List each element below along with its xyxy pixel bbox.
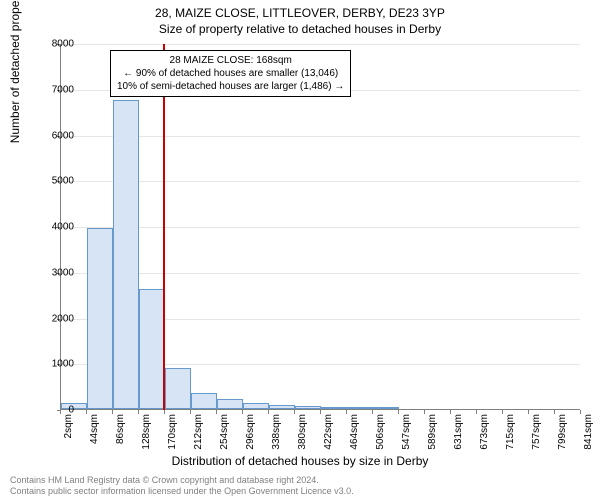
x-tick-label: 715sqm	[505, 414, 516, 454]
y-tick-label: 6000	[34, 130, 74, 141]
x-tick-label: 44sqm	[89, 414, 100, 454]
footer-line: Contains HM Land Registry data © Crown c…	[10, 475, 354, 486]
y-tick-label: 8000	[34, 39, 74, 50]
x-tick-label: 380sqm	[297, 414, 308, 454]
x-tick-label: 86sqm	[115, 414, 126, 454]
x-tick-label: 212sqm	[193, 414, 204, 454]
footer-attribution: Contains HM Land Registry data © Crown c…	[10, 475, 354, 497]
histogram-bar	[113, 100, 139, 409]
histogram-bar	[191, 393, 217, 409]
chart-title-sub: Size of property relative to detached ho…	[0, 20, 600, 36]
histogram-bar	[373, 407, 399, 409]
y-tick-label: 5000	[34, 176, 74, 187]
x-tick-label: 757sqm	[531, 414, 542, 454]
annotation-line: ← 90% of detached houses are smaller (13…	[117, 67, 344, 80]
x-tick-label: 128sqm	[141, 414, 152, 454]
x-tick-label: 547sqm	[401, 414, 412, 454]
y-tick-label: 2000	[34, 313, 74, 324]
y-tick-label: 3000	[34, 267, 74, 278]
histogram-bar	[347, 407, 373, 409]
histogram-bar	[87, 228, 113, 409]
histogram-bar	[321, 407, 347, 409]
x-tick-label: 170sqm	[167, 414, 178, 454]
y-axis-label: Number of detached properties	[8, 0, 22, 143]
x-tick-label: 589sqm	[427, 414, 438, 454]
x-tick-label: 296sqm	[245, 414, 256, 454]
histogram-bar	[139, 289, 165, 409]
x-tick-label: 506sqm	[375, 414, 386, 454]
histogram-bar	[295, 406, 321, 409]
annotation-line: 10% of semi-detached houses are larger (…	[117, 80, 344, 93]
x-tick-label: 254sqm	[219, 414, 230, 454]
x-axis-label: Distribution of detached houses by size …	[0, 454, 600, 468]
annotation-box: 28 MAIZE CLOSE: 168sqm ← 90% of detached…	[110, 50, 351, 97]
x-tick-label: 422sqm	[323, 414, 334, 454]
x-tick-label: 799sqm	[557, 414, 568, 454]
x-tick-label: 841sqm	[583, 414, 594, 454]
histogram-bar	[269, 405, 295, 409]
footer-line: Contains public sector information licen…	[10, 486, 354, 497]
y-tick-label: 4000	[34, 222, 74, 233]
annotation-line: 28 MAIZE CLOSE: 168sqm	[117, 54, 344, 67]
grid-line	[61, 44, 580, 45]
x-tick-label: 2sqm	[63, 414, 74, 454]
x-tick-label: 631sqm	[453, 414, 464, 454]
histogram-bar	[243, 403, 269, 409]
x-tick-label: 464sqm	[349, 414, 360, 454]
histogram-bar	[165, 368, 191, 409]
chart-title-main: 28, MAIZE CLOSE, LITTLEOVER, DERBY, DE23…	[0, 0, 600, 20]
reference-line	[163, 44, 165, 410]
y-tick-label: 1000	[34, 359, 74, 370]
x-tick-label: 338sqm	[271, 414, 282, 454]
histogram-bar	[217, 399, 243, 409]
y-tick-label: 7000	[34, 84, 74, 95]
chart-plot-area	[60, 44, 580, 410]
x-tick-label: 673sqm	[479, 414, 490, 454]
